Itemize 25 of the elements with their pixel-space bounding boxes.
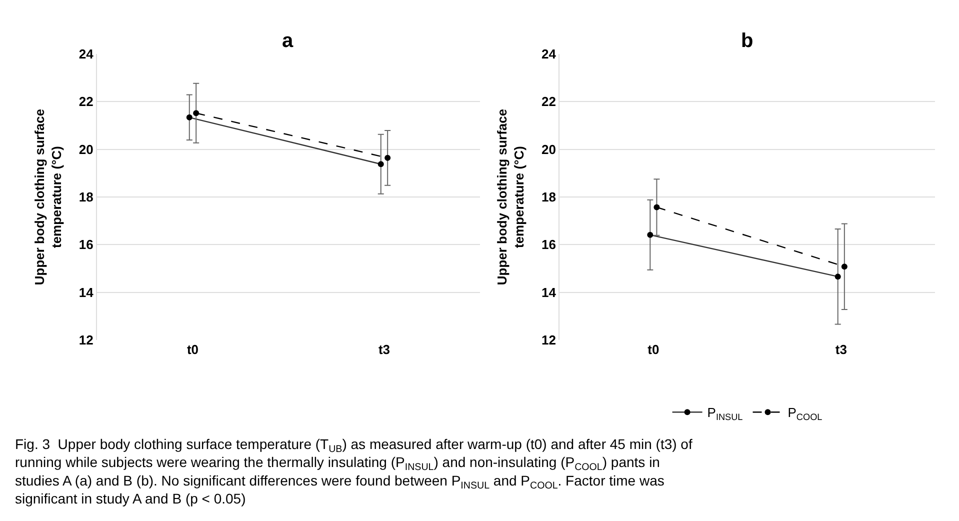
- y-tick-label: 18: [78, 190, 94, 205]
- x-tick-label: t3: [835, 342, 847, 357]
- y-tick-label: 22: [542, 94, 556, 110]
- y-tick-label: 24: [542, 46, 557, 62]
- y-tick-label: 14: [542, 284, 557, 300]
- y-tick-label: 16: [78, 237, 94, 252]
- legend-label: P$_{COOL}$: [788, 405, 822, 422]
- x-tick-label: t3: [378, 342, 390, 357]
- y-tick-label: 20: [78, 142, 94, 157]
- y-tick-label: 12: [78, 332, 94, 348]
- legend-label: P$_{INSUL}$: [707, 405, 743, 422]
- y-tick-label: 14: [78, 284, 94, 300]
- y-tick-label: 18: [542, 190, 556, 205]
- x-tick-label: t0: [186, 342, 199, 357]
- chart-title: b: [741, 30, 754, 52]
- y-tick-label: 16: [542, 237, 556, 252]
- y-tick-label: 22: [78, 94, 94, 110]
- y-tick-label: 20: [542, 142, 556, 157]
- text: Fig. 3 Upper body clothing surface temperature (T$_{UB}$) as measured after warm-up (t0) and after 45 min (t3) of running while subjects were wearing the thermally insulating (P$_{INSUL}$) and non-insulating (P$_{COOL}$) pants in studies A (a) and B (b). No significant differences were found between P$_{INSUL}$ and P$_{COOL}$. Factor time was significant in study A and B (p < 0.05): [15, 436, 692, 507]
- x-tick-label: t0: [648, 342, 660, 357]
- y-axis-title: Upper body clothing surface temperature (°C): [32, 108, 64, 286]
- chart-title: a: [282, 30, 294, 52]
- y-tick-label: 24: [78, 46, 94, 62]
- y-tick-label: 12: [542, 332, 556, 348]
- y-axis-title: Upper body clothing surface temperature (°C): [494, 108, 526, 286]
